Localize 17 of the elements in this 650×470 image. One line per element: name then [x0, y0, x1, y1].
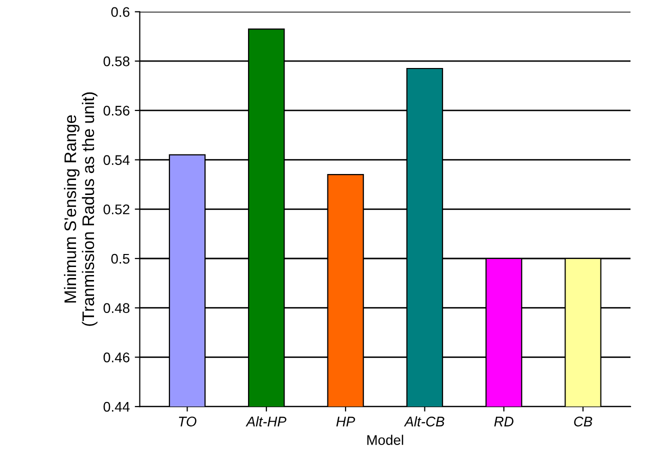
- x-tick-label: HP: [336, 416, 356, 426]
- y-tick-label: 0.6: [111, 7, 130, 17]
- y-tick-label: 0.58: [104, 56, 130, 66]
- y-tick-label: 0.44: [104, 402, 130, 412]
- y-tick-label: 0.54: [104, 155, 130, 165]
- x-axis-title: Model: [367, 434, 404, 445]
- y-tick-label: 0.56: [104, 106, 130, 116]
- x-tick-label: CB: [574, 416, 592, 426]
- x-tick-label: RD: [494, 416, 514, 426]
- x-tick-label: Alt-CB: [404, 416, 444, 426]
- x-tick-label: TO: [178, 416, 196, 426]
- y-axis-title: Minimum S'ensing Range (Tranmission Radus as the unit): [64, 92, 98, 326]
- x-tick-label: Alt-HP: [246, 416, 286, 426]
- y-tick-label: 0.52: [104, 204, 130, 214]
- y-tick-label: 0.5: [111, 254, 130, 264]
- y-tick-label: 0.46: [104, 352, 130, 362]
- y-tick-label: 0.48: [104, 303, 130, 314]
